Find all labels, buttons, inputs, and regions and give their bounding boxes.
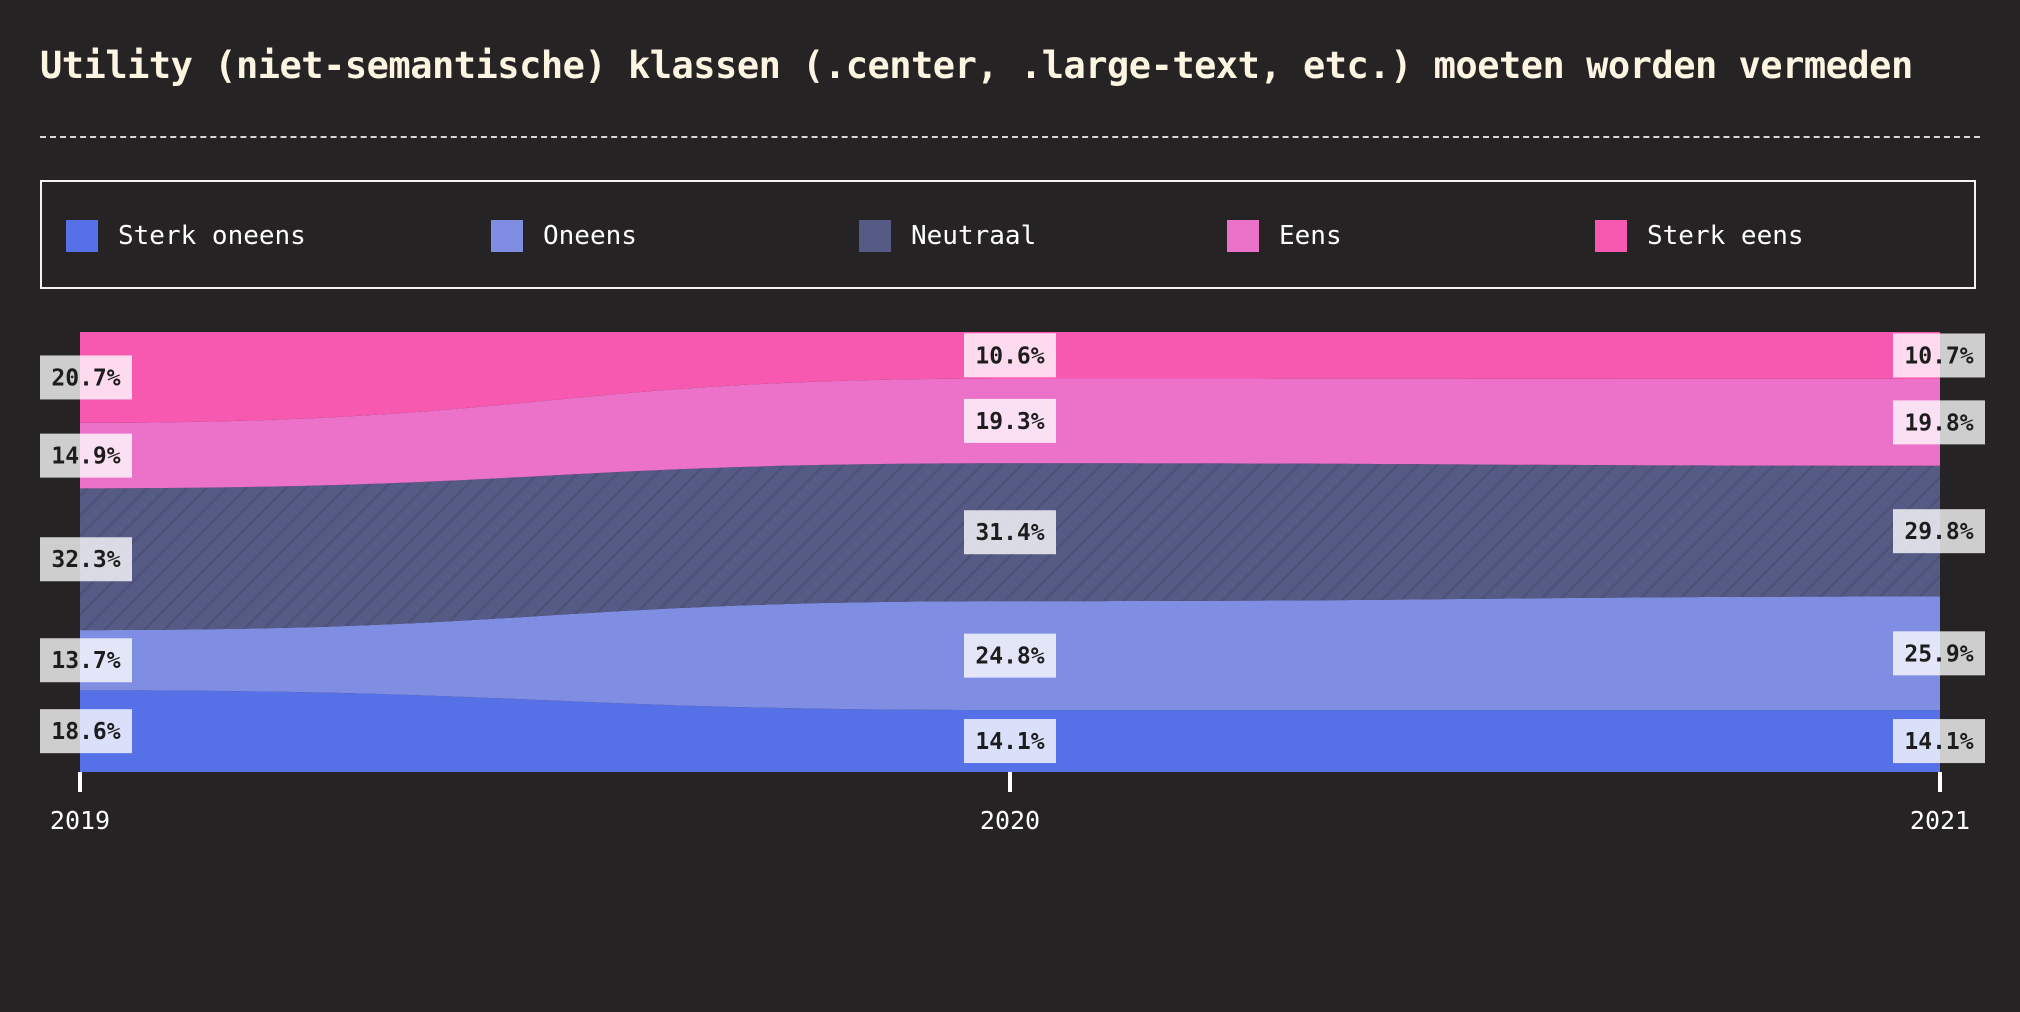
legend-item-oneens[interactable]: Oneens [491,218,637,254]
value-label-text: 14.1% [975,729,1044,755]
value-label-oneens-2020: 24.8% [964,633,1056,678]
area-sterk-eens[interactable] [80,332,1940,423]
value-label-bg [1893,333,1985,378]
value-label-bg [964,333,1056,378]
legend-label-sterk-eens: Sterk eens [1647,221,1804,251]
legend-label-eens: Eens [1279,221,1342,251]
value-label-text: 18.6% [51,719,120,745]
value-label-bg [1893,719,1985,764]
value-label-text: 25.9% [1904,641,1973,667]
value-label-text: 20.7% [51,365,120,391]
legend-item-neutraal[interactable]: Neutraal [859,218,1036,254]
value-label-text: 14.9% [51,444,120,470]
value-label-neutraal-2021: 29.8% [1893,509,1985,554]
value-label-text: 19.8% [1904,410,1973,436]
legend-item-eens[interactable]: Eens [1227,218,1342,254]
value-label-text: 32.3% [51,547,120,573]
legend-item-sterk-eens[interactable]: Sterk eens [1595,218,1804,254]
value-label-text: 24.8% [975,644,1044,670]
value-label-eens-2019: 14.9% [40,433,132,478]
title-divider [40,136,1980,138]
value-label-bg [1893,509,1985,554]
value-label-text: 10.6% [975,343,1044,369]
value-label-sterk-oneens-2020: 14.1% [964,719,1056,764]
legend-label-oneens: Oneens [543,221,637,251]
value-label-bg [964,398,1056,443]
value-label-sterk-eens-2020: 10.6% [964,333,1056,378]
value-label-bg [1893,631,1985,676]
value-label-neutraal-2020: 31.4% [964,510,1056,555]
x-tick-label-2020: 2020 [980,806,1040,835]
value-label-eens-2020: 19.3% [964,398,1056,443]
value-label-sterk-oneens-2019: 18.6% [40,709,132,754]
legend-swatch-oneens [491,220,523,252]
legend: Sterk oneens Oneens Neutraal Eens Sterk … [40,180,1976,289]
value-label-oneens-2021: 25.9% [1893,631,1985,676]
value-label-sterk-oneens-2021: 14.1% [1893,719,1985,764]
value-label-sterk-eens-2019: 20.7% [40,355,132,400]
legend-swatch-neutraal [859,220,891,252]
value-label-bg [40,355,132,400]
value-label-bg [1893,400,1985,445]
value-label-text: 10.7% [1904,343,1973,369]
value-label-bg [964,510,1056,555]
value-label-text: 19.3% [975,409,1044,435]
value-label-text: 13.7% [51,648,120,674]
value-label-sterk-eens-2021: 10.7% [1893,333,1985,378]
value-label-bg [964,633,1056,678]
legend-label-sterk-oneens: Sterk oneens [118,221,306,251]
value-label-text: 29.8% [1904,519,1973,545]
chart-title: Utility (niet-semantische) klassen (.cen… [40,44,1913,87]
legend-swatch-sterk-oneens [66,220,98,252]
legend-swatch-sterk-eens [1595,220,1627,252]
legend-label-neutraal: Neutraal [911,221,1037,251]
value-label-bg [40,638,132,683]
value-label-bg [964,719,1056,764]
x-tick-label-2019: 2019 [50,806,110,835]
value-label-text: 14.1% [1904,729,1973,755]
value-label-oneens-2019: 13.7% [40,638,132,683]
value-label-eens-2021: 19.8% [1893,400,1985,445]
x-axis: 2019 2020 2021 [50,772,1970,835]
value-label-text: 31.4% [975,520,1044,546]
x-tick-label-2021: 2021 [1910,806,1970,835]
value-label-neutraal-2019: 32.3% [40,537,132,582]
legend-item-sterk-oneens[interactable]: Sterk oneens [66,218,306,254]
value-labels-layer: 18.6% 14.1% 14.1% 13.7% 24.8% 25.9% 32.3% 31.4%… [40,333,1985,764]
value-label-bg [40,537,132,582]
legend-swatch-eens [1227,220,1259,252]
value-label-bg [40,433,132,478]
value-label-bg [40,709,132,754]
